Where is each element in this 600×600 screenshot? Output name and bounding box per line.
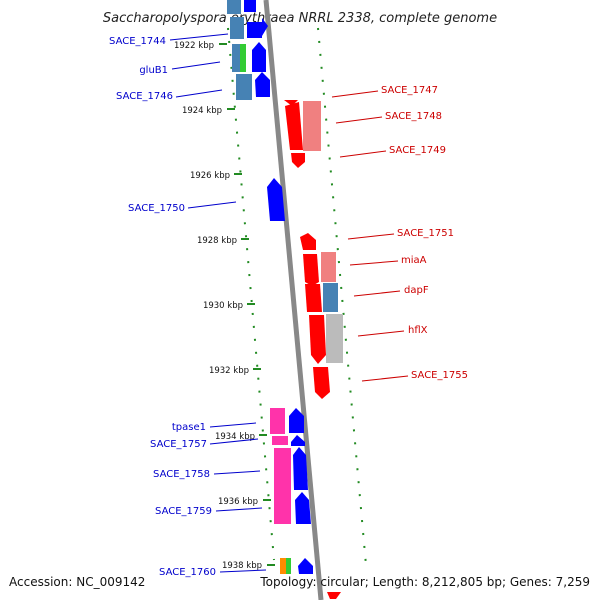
gene-label-SACE_1757[interactable]: SACE_1757 [150,439,207,450]
gene-label-SACE_1750[interactable]: SACE_1750 [128,203,185,214]
gene-SACE_1758-block[interactable] [274,448,291,524]
tick-label: 1928 kbp [197,236,237,246]
topology-text: Topology: circular; Length: 8,212,805 bp… [259,575,590,589]
gene-tpase1-block[interactable] [270,408,285,434]
gene-label-gluB1[interactable]: gluB1 [139,65,168,76]
gene-hflX-arrow[interactable] [309,315,326,364]
gene-SACE_1761-arrow[interactable] [327,592,341,599]
map-title: Saccharopolyspora erythraea NRRL 2338, c… [103,11,497,26]
gene-label-SACE_1749[interactable]: SACE_1749 [389,145,446,156]
gene-label-SACE_1751[interactable]: SACE_1751 [397,228,454,239]
gene-SACE_1760-arrow[interactable] [298,558,313,574]
gene-SACE_1747-arrow[interactable] [284,100,298,106]
gene-label-SACE_1748[interactable]: SACE_1748 [385,111,442,122]
gene-SACE_1757-arrow[interactable] [291,435,305,446]
gene-SACE_1748-arrow[interactable] [285,102,303,150]
gene-SACE_1759-arrow[interactable] [295,492,311,524]
gene-label-SACE_1747[interactable]: SACE_1747 [381,85,438,96]
gene-dapF-block[interactable] [323,283,338,312]
gene-label-SACE_1755[interactable]: SACE_1755 [411,370,468,381]
gene-SACE_1746-block[interactable] [236,74,252,100]
gene-SACE_1746-arrow[interactable] [255,72,270,97]
gene-label-SACE_1744[interactable]: SACE_1744 [109,36,166,47]
gene-SACE_1749-arrow[interactable] [291,153,305,168]
gene-gluB1-arrow[interactable] [252,42,266,72]
gene-SACE_1744-arrow[interactable] [247,18,268,38]
tick-label: 1926 kbp [190,171,230,181]
gene-gluB1-block[interactable] [240,44,246,72]
gene-SACE_1760-block[interactable] [286,558,291,574]
gene-SACE_1751-arrow[interactable] [300,233,316,250]
tick-label: 1932 kbp [209,366,249,376]
gene-SACE_1755-arrow[interactable] [313,367,330,399]
tick-label: 1922 kbp [174,41,214,51]
gene-label-SACE_1758[interactable]: SACE_1758 [153,469,210,480]
gene-hflX-block[interactable] [326,314,343,363]
gene-SACE_1760-block[interactable] [280,558,286,574]
tick-label: 1934 kbp [215,432,255,442]
accession-text: Accession: NC_009142 [9,575,145,589]
gene-label-miaA[interactable]: miaA [401,255,427,266]
left-guide-rail [227,27,275,561]
gene-SACE_1758-block[interactable] [272,436,288,445]
gene-label-tpase1[interactable]: tpase1 [172,422,206,433]
gene-label-SACE_1759[interactable]: SACE_1759 [155,506,212,517]
gene-miaA-arrow[interactable] [303,254,319,286]
gene-gluB1-block[interactable] [232,44,240,72]
gene-dapF-arrow[interactable] [305,284,322,312]
gene-label-hflX[interactable]: hflX [408,325,428,336]
gene-label-SACE_1760[interactable]: SACE_1760 [159,567,216,578]
gene-SACE_1743-block[interactable] [227,0,241,14]
gene-label-SACE_1746[interactable]: SACE_1746 [116,91,173,102]
gene-miaA-block[interactable] [321,252,336,282]
gene-SACE_1750-arrow[interactable] [267,178,285,221]
tick-label: 1938 kbp [222,561,262,571]
leader-lines [169,33,409,573]
gene-SACE_1748-block[interactable] [303,101,321,151]
tick-label: 1924 kbp [182,106,222,116]
tick-marks [219,43,275,566]
gene-SACE_1758-arrow[interactable] [293,447,308,490]
gene-SACE_1743-block[interactable] [244,0,256,12]
gene-tpase1-arrow[interactable] [289,408,304,433]
gene-label-dapF[interactable]: dapF [404,285,429,296]
genome-axis [263,0,324,600]
tick-label: 1930 kbp [203,301,243,311]
gene-SACE_1744-block[interactable] [230,17,244,39]
tick-label: 1936 kbp [218,497,258,507]
